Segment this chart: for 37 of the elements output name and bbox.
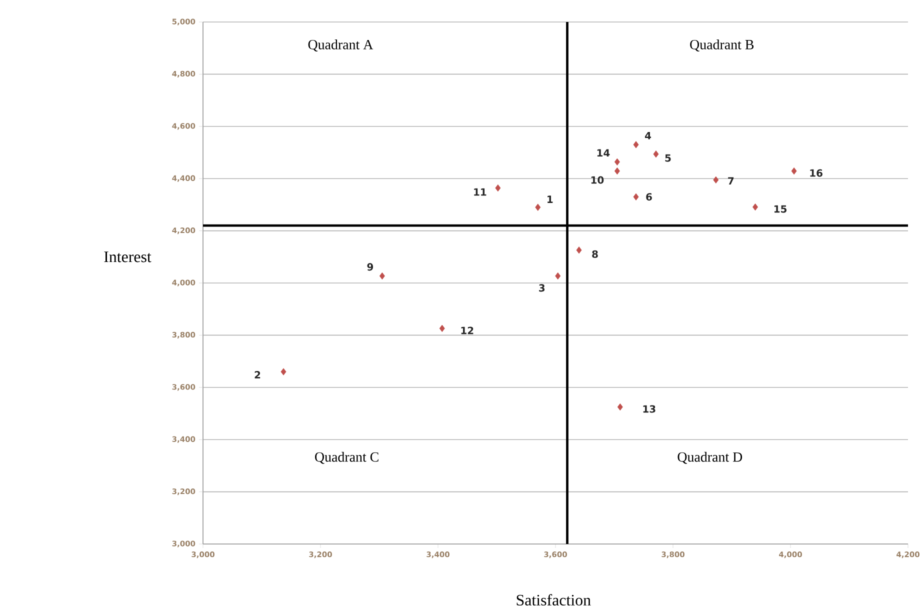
annotation: 9 [367,263,374,271]
point [791,167,797,175]
annotation: 1 [548,196,553,203]
point [495,184,501,192]
point [280,368,286,376]
point [653,150,659,158]
annotation: Quadrant A [308,40,374,52]
point [633,141,639,148]
point [535,204,541,211]
annotation: 10 [591,176,604,184]
annotation: 16 [810,169,822,177]
point [576,246,582,254]
annotation: Quadrant C [315,452,378,464]
annotation: 12 [461,326,474,334]
annotation: 2 [254,371,260,378]
annotation: 3 [539,284,545,292]
point [617,403,623,411]
annotation: 7 [728,177,734,185]
point [633,193,639,200]
point [614,167,620,175]
annotation: 15 [774,205,786,213]
point [379,272,385,280]
y-axis-title: Interest [104,252,152,262]
annotation: 14 [597,149,610,157]
annotation: 4 [644,132,652,140]
annotation: 13 [643,405,656,413]
annotation: 5 [665,154,671,162]
point [713,176,719,184]
annotation: Quadrant B [690,40,754,52]
point [614,158,620,166]
annotation: 6 [646,193,652,201]
x-axis-title: Satisfaction [516,594,591,606]
annotation: Quadrant D [678,452,742,464]
annotation: 8 [592,250,598,258]
annotation: 11 [474,188,486,196]
point [439,324,445,332]
point [555,272,561,280]
